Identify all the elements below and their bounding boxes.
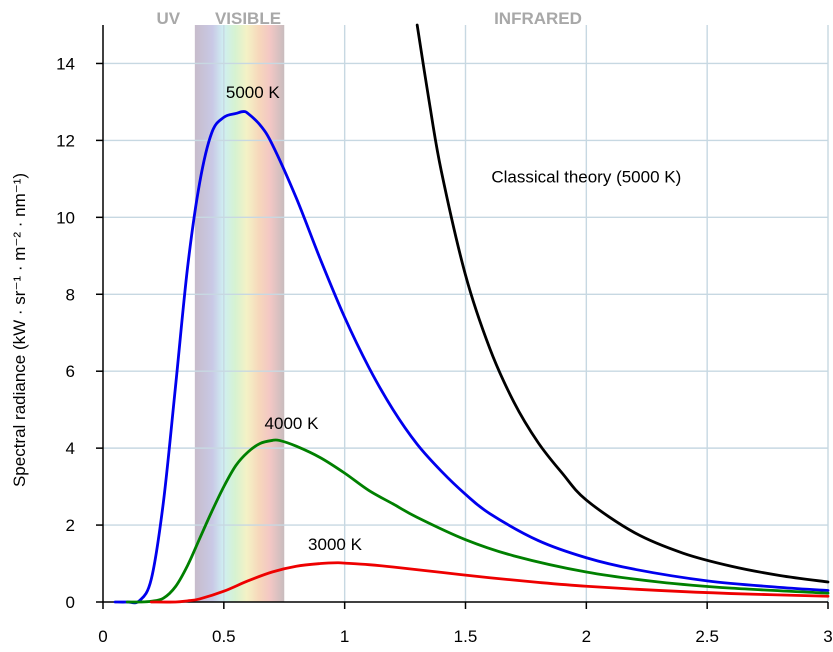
y-tick-label: 14	[56, 54, 75, 73]
series-line-classical-theory-5000-k	[415, 23, 830, 584]
x-tick-label: 2.5	[695, 627, 719, 646]
y-axis-label: Spectral radiance (kW · sr⁻¹ · m⁻² · nm⁻…	[10, 173, 29, 487]
x-tick-label: 0	[98, 627, 107, 646]
series-line-4000-k	[125, 438, 830, 604]
axes: 0 0.5 1 1.5 2 2.5 3 0 2 4 6 8 10 12 14	[56, 25, 833, 646]
grid	[103, 25, 829, 602]
annotation-label: 3000 K	[308, 535, 363, 554]
series-line-3000-k	[149, 561, 830, 604]
y-tick-label: 4	[66, 439, 75, 458]
y-tick-label: 12	[56, 131, 75, 150]
x-tick-label: 2	[582, 627, 591, 646]
series	[113, 23, 830, 605]
x-tick-label: 3	[823, 627, 832, 646]
y-tick-label: 2	[66, 516, 75, 535]
y-tick-label: 6	[66, 362, 75, 381]
x-tick-label: 1	[340, 627, 349, 646]
x-tick-label: 1.5	[454, 627, 478, 646]
annotation-label: Classical theory (5000 K)	[491, 168, 681, 187]
series-line-5000-k	[113, 110, 830, 605]
region-label-visible: VISIBLE	[215, 9, 281, 28]
y-tick-label: 8	[66, 285, 75, 304]
x-tick-label: 0.5	[212, 627, 236, 646]
annotation-label: 4000 K	[265, 414, 320, 433]
visible-band	[194, 25, 285, 602]
y-tick-label: 0	[66, 593, 75, 612]
annotation-label: 5000 K	[226, 83, 281, 102]
region-label-infrared: INFRARED	[494, 9, 582, 28]
region-label-uv: UV	[156, 9, 180, 28]
y-tick-label: 10	[56, 208, 75, 227]
